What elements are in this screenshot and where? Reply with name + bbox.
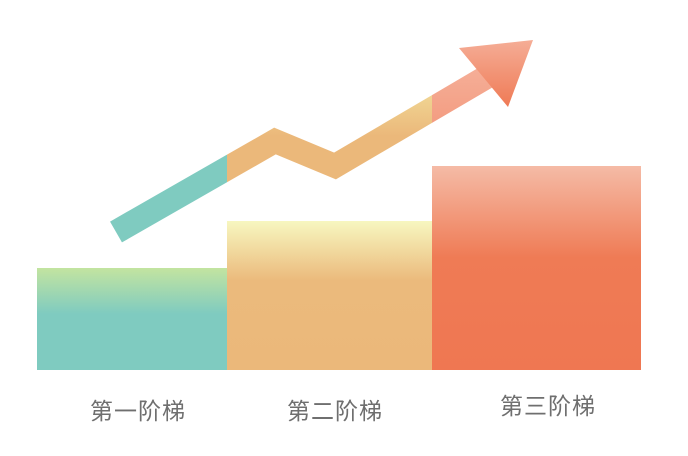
step-bar-3 — [432, 166, 641, 370]
step-bar-2 — [227, 221, 432, 370]
trend-arrow-icon — [110, 40, 533, 243]
step-label-1: 第一阶梯 — [90, 399, 186, 425]
step-bar-1 — [37, 268, 227, 370]
step-label-3: 第三阶梯 — [500, 394, 596, 420]
step-label-2: 第二阶梯 — [287, 399, 383, 425]
